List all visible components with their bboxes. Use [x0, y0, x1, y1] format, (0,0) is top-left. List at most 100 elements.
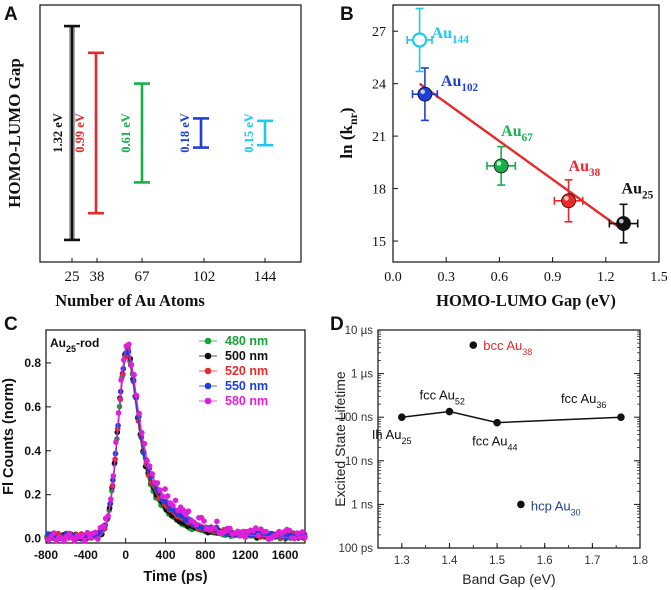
y-tick-label: 18 — [372, 183, 386, 198]
fit-line — [418, 82, 625, 232]
gap-label: 1.32 eV — [51, 113, 65, 153]
point-label: bcc Au38 — [483, 338, 532, 357]
data-point-au38: Au38 — [553, 158, 601, 223]
x-tick-label: 38 — [90, 269, 105, 285]
x-tick-label: 800 — [195, 548, 215, 562]
data-point-au102: Au102 — [411, 67, 479, 122]
x-tick-label: -400 — [74, 548, 98, 562]
x-axis-title: HOMO-LUMO Gap (eV) — [436, 291, 616, 310]
data-dot — [131, 371, 137, 378]
x-tick-label: 1.3 — [394, 555, 410, 567]
gap-label: 0.99 eV — [73, 113, 87, 153]
data-dot — [120, 357, 127, 363]
data-dot — [146, 463, 153, 469]
x-tick-label: 0.6 — [491, 270, 509, 285]
panel-a: 1.32 eV 0.99 eV 0.61 eV 0.18 eV 0.15 eV 25 38 6… — [5, 4, 302, 310]
data-point-au25: Au25 — [608, 181, 654, 244]
data-dot — [133, 392, 140, 399]
panel-d: 1.3 1.4 1.5 1.6 1.7 1.8 100 ps 1 ns 10 ns 100 ns 1… — [332, 325, 648, 587]
panel-b-frame — [392, 4, 660, 263]
data-dot — [294, 530, 301, 536]
gap-bar-102: 0.18 eV — [178, 113, 209, 153]
panel-letter-b: B — [340, 4, 354, 25]
x-tick-label: 400 — [156, 548, 176, 562]
series-580-nm — [45, 341, 308, 545]
x-tick-label: 25 — [65, 269, 80, 285]
data-dot — [237, 533, 244, 539]
marker-highlight — [496, 161, 502, 166]
y-axis-title: HOMO-LUMO Gap — [5, 58, 24, 208]
point-label: hcp Au30 — [531, 498, 581, 517]
x-tick-label: 1.4 — [441, 555, 458, 567]
y-tick-label: 100 ps — [338, 543, 373, 555]
x-tick-label: 1.8 — [632, 555, 648, 567]
point-label: fcc Au44 — [472, 434, 517, 453]
data-dot — [164, 493, 171, 499]
y-axis-title: Fl Counts (norm) — [1, 378, 17, 495]
y-tick-label: 27 — [372, 25, 386, 40]
x-tick-label: 1.2 — [597, 270, 615, 285]
legend-item: 520 nm — [199, 364, 268, 378]
data-point-au44: fcc Au44 — [472, 418, 518, 453]
data-point-au30: hcp Au30 — [517, 498, 581, 517]
data-dot — [141, 440, 148, 447]
data-dot — [253, 525, 259, 531]
marker-highlight — [420, 89, 426, 95]
data-point-au25: Ih Au25 — [372, 413, 411, 446]
gap-bar-67: 0.61 eV — [119, 82, 150, 184]
panel-b: 0.0 0.3 0.6 0.9 1.2 1.5 15 18 21 24 27 HOMO-LUMO Ga… — [337, 4, 668, 310]
x-tick-label: 1.7 — [584, 555, 600, 567]
gap-label: 0.61 eV — [119, 113, 133, 153]
data-dot — [105, 513, 111, 519]
point-label: Au25 — [622, 181, 654, 202]
marker — [469, 341, 478, 349]
x-tick-label: 0.9 — [544, 270, 562, 285]
data-dot — [118, 377, 124, 383]
data-dot — [263, 528, 269, 535]
y-tick-label: 1 ns — [351, 499, 373, 511]
y-tick-label: 24 — [372, 78, 386, 93]
x-tick-label: 102 — [193, 269, 216, 285]
x-tick-label: 0 — [122, 548, 129, 562]
data-dot — [139, 429, 145, 436]
data-dot — [255, 532, 262, 539]
point-label: Au144 — [432, 25, 470, 46]
data-dot — [240, 528, 246, 535]
data-dot — [82, 538, 88, 544]
data-dot — [242, 534, 249, 540]
data-dot — [79, 532, 86, 539]
x-axis-title: Band Gap (eV) — [462, 571, 555, 587]
data-dot — [71, 538, 78, 544]
x-tick-label: -800 — [34, 548, 58, 562]
data-dot — [211, 525, 218, 532]
x-tick-label: 1200 — [232, 548, 259, 562]
legend-item: 500 nm — [199, 349, 268, 363]
data-dot — [95, 536, 101, 542]
y-tick-label: 10 µs — [345, 325, 374, 337]
data-dot — [159, 493, 166, 500]
y-tick-label: 0.0 — [24, 532, 41, 546]
data-dot — [126, 341, 132, 348]
data-dot — [136, 410, 142, 417]
marker — [517, 500, 525, 509]
data-dot — [302, 534, 308, 540]
legend-label: 500 nm — [225, 349, 268, 363]
point-label: Au38 — [569, 158, 601, 179]
data-dot — [170, 502, 176, 509]
x-tick-label: 0.3 — [437, 270, 455, 285]
marker — [417, 86, 433, 102]
data-point-au67: Au67 — [486, 123, 533, 186]
data-dot — [297, 534, 303, 541]
data-dot — [128, 361, 135, 368]
y-tick-label: 1 µs — [351, 369, 373, 381]
legend-label: 550 nm — [225, 379, 268, 393]
marker — [445, 407, 454, 416]
legend-item: 580 nm — [199, 394, 268, 408]
panel-a-frame — [39, 4, 302, 263]
y-axis-title: Excited State Lifetime — [332, 371, 348, 507]
data-dot — [201, 518, 207, 524]
marker — [398, 413, 406, 422]
data-dot — [291, 535, 298, 542]
data-dot — [193, 521, 199, 528]
